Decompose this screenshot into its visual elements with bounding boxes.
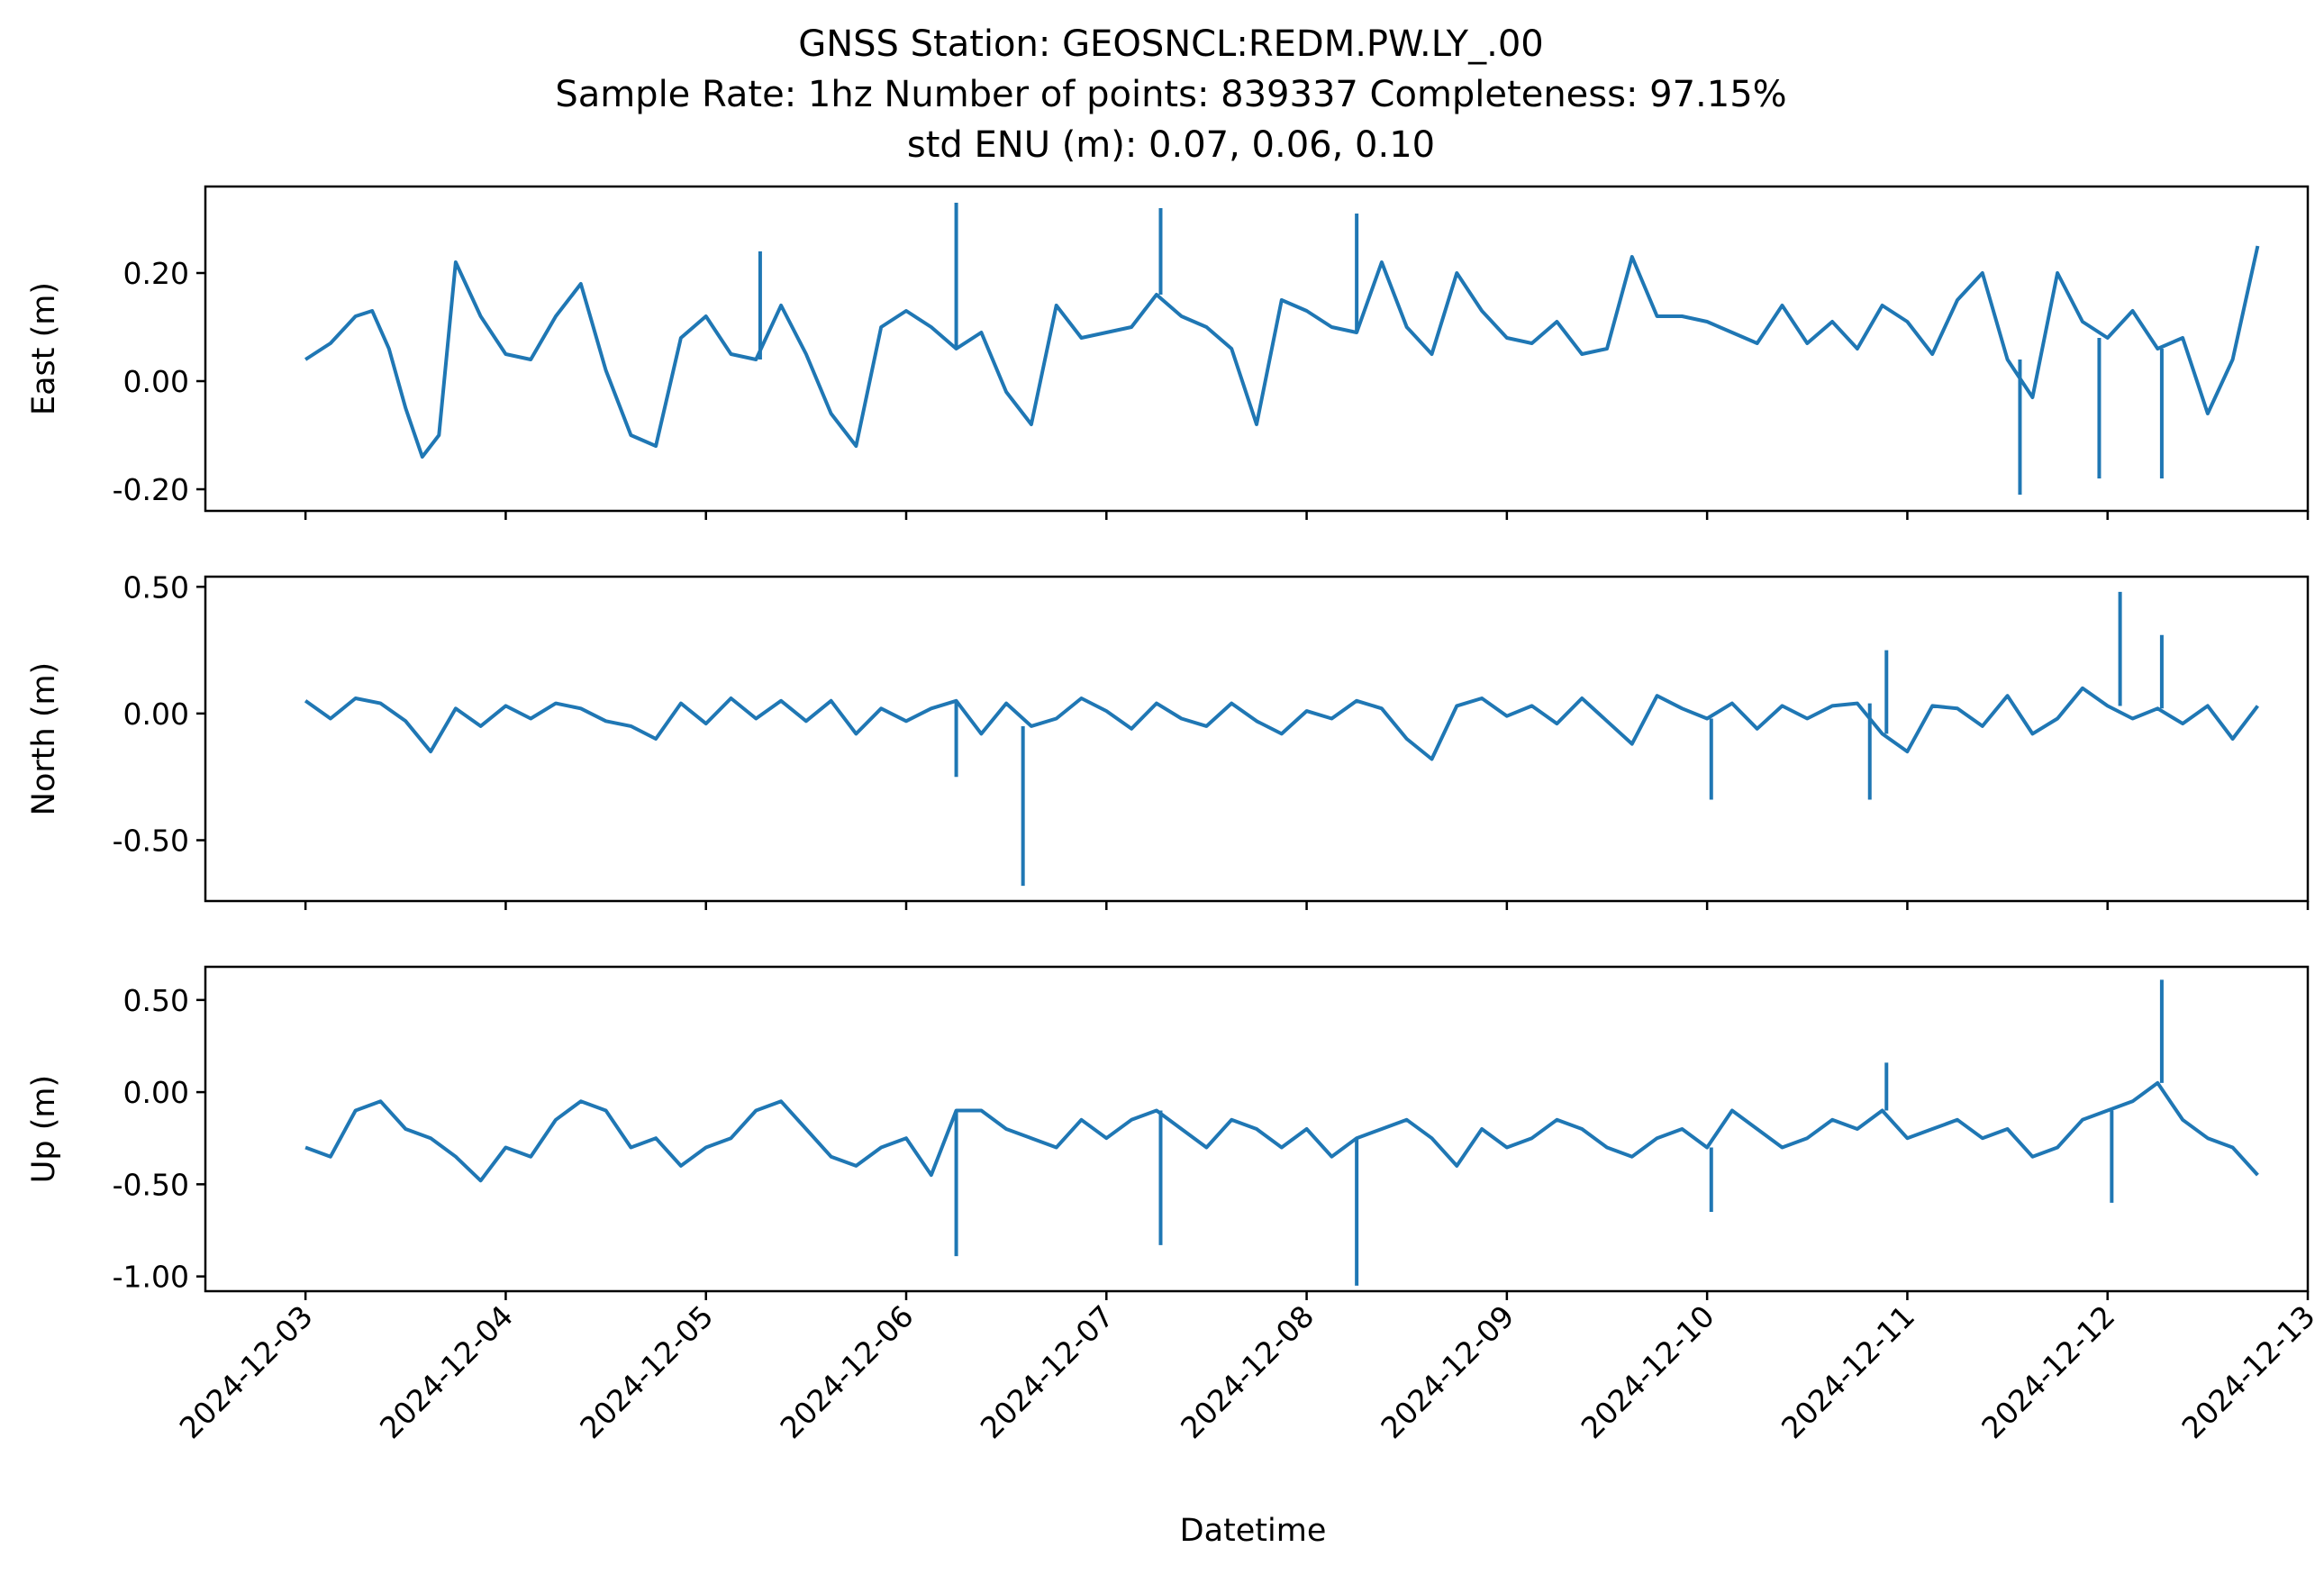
y-axis-label: East (m) bbox=[26, 282, 62, 415]
y-tick-label: 0.00 bbox=[123, 696, 189, 732]
title-line-station: GNSS Station: GEOSNCL:REDM.PW.LY_.00 bbox=[798, 23, 1543, 65]
title-line-sample-rate: Sample Rate: 1hz Number of points: 83933… bbox=[555, 74, 1786, 115]
y-tick-label: -0.20 bbox=[113, 472, 189, 507]
y-tick-label: 0.50 bbox=[123, 983, 189, 1018]
y-tick-label: 0.00 bbox=[123, 1075, 189, 1110]
y-tick-label: -1.00 bbox=[113, 1260, 189, 1295]
chart-title: GNSS Station: GEOSNCL:REDM.PW.LY_.00 Sam… bbox=[555, 23, 1786, 166]
axes-frame bbox=[204, 185, 2310, 513]
y-tick-label: -0.50 bbox=[113, 1167, 189, 1202]
axes-frame bbox=[204, 575, 2310, 903]
panel-east: 0.20 0.00 -0.20 East (m) bbox=[26, 185, 2310, 520]
series-line bbox=[304, 245, 2260, 459]
series-line bbox=[304, 686, 2259, 761]
y-tick-label: -0.50 bbox=[113, 824, 189, 859]
x-axis-label: Datetime bbox=[1180, 1513, 1327, 1549]
y-tick-label: 0.00 bbox=[123, 364, 189, 399]
title-line-std: std ENU (m): 0.07, 0.06, 0.10 bbox=[907, 124, 1435, 166]
axes-frame bbox=[204, 965, 2310, 1293]
series-line bbox=[304, 1080, 2259, 1183]
y-tick-label: 0.20 bbox=[123, 256, 189, 291]
y-axis-label: North (m) bbox=[26, 662, 62, 815]
panel-north: 0.50 0.00 -0.50 North (m) bbox=[26, 569, 2310, 910]
y-tick-label: 0.50 bbox=[123, 569, 189, 605]
y-axis-label: Up (m) bbox=[26, 1075, 62, 1183]
